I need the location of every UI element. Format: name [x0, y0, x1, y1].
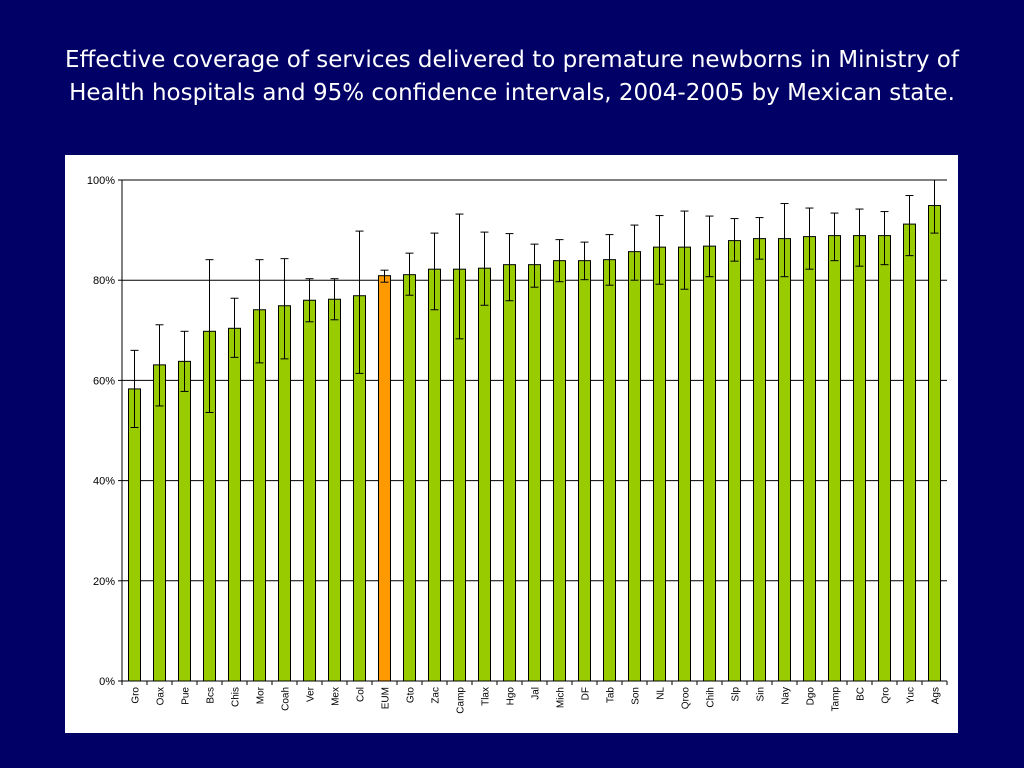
bar-df: [578, 260, 591, 682]
bar-chih: [703, 245, 716, 682]
x-tick-label-slp: Slp: [731, 687, 742, 702]
bar-pue: [178, 360, 191, 682]
slide-title: Effective coverage of services delivered…: [65, 47, 959, 106]
x-tick-label-coah: Coah: [281, 687, 292, 711]
x-tick-label-hgo: Hgo: [506, 687, 517, 706]
bar-nay: [778, 238, 791, 682]
bar-ver: [303, 299, 316, 682]
bar-tlax: [478, 267, 491, 682]
x-tick-label-gto: Gto: [406, 687, 417, 704]
bar-slp: [728, 240, 741, 682]
bar-tamp: [828, 235, 841, 682]
bar-qroo: [678, 246, 691, 682]
bar-mor: [253, 309, 266, 682]
bar-hgo: [503, 264, 516, 682]
x-tick-label-son: Son: [631, 687, 642, 705]
x-tick-label-df: DF: [581, 687, 592, 700]
x-tick-label-bc: BC: [856, 687, 867, 701]
bar-chis: [228, 327, 241, 682]
x-tick-label-pue: Pue: [181, 687, 192, 705]
bar-bc: [853, 235, 866, 682]
bar-jal: [528, 264, 541, 682]
x-tick-label-tamp: Tamp: [831, 687, 842, 712]
bar-mex: [328, 298, 341, 682]
x-tick-label-gro: Gro: [131, 687, 142, 704]
bar-chart: 0% 20% 40% 60% 80% 100% Gro Oax Pue Bcs Chis Mor Coa…: [87, 175, 948, 714]
bar-yuc: [903, 223, 916, 682]
x-tick-label-qroo: Qroo: [681, 687, 692, 710]
bar-nl: [653, 246, 666, 682]
bar-gto: [403, 274, 416, 682]
x-tick-label-sin: Sin: [756, 687, 767, 701]
x-tick-label-tlax: Tlax: [481, 687, 492, 706]
x-tick-label-ver: Ver: [306, 686, 317, 702]
x-tick-label-qro: Qro: [881, 687, 892, 704]
bar-gro: [128, 388, 141, 682]
y-tick-label: 100%: [87, 175, 115, 187]
bar-son: [628, 251, 641, 682]
y-tick-label: 60%: [93, 375, 115, 387]
x-tick-label-col: Col: [356, 687, 367, 702]
x-tick-label-oax: Oax: [156, 687, 167, 705]
bar-oax: [153, 364, 166, 682]
x-tick-label-mex: Mex: [331, 687, 342, 706]
bar-dgo: [803, 236, 816, 682]
y-tick-label: 20%: [93, 576, 115, 588]
y-tick-label: 40%: [93, 476, 115, 488]
x-tick-label-nl: NL: [656, 687, 667, 700]
x-tick-label-chih: Chih: [706, 687, 717, 708]
x-tick-label-camp: Camp: [456, 687, 467, 714]
bar-zac: [428, 268, 441, 682]
x-tick-label-mor: Mor: [256, 686, 267, 704]
chart-panel: 0% 20% 40% 60% 80% 100% Gro Oax Pue Bcs Chis Mor Coa…: [65, 155, 958, 733]
x-tick-label-dgo: Dgo: [806, 687, 817, 706]
y-tick-label: 0%: [99, 676, 115, 688]
x-tick-label-nay: Nay: [781, 687, 792, 705]
x-tick-label-eum: EUM: [381, 687, 392, 709]
x-tick-label-yuc: Yuc: [906, 687, 917, 704]
bar-tab: [603, 259, 616, 682]
x-tick-label-zac: Zac: [431, 687, 442, 704]
bar-eum: [378, 275, 391, 682]
y-tick-label: 80%: [93, 275, 115, 287]
bar-qro: [878, 235, 891, 682]
x-tick-label-tab: Tab: [606, 687, 617, 704]
x-tick-label-bcs: Bcs: [206, 687, 217, 704]
x-tick-label-jal: Jal: [531, 687, 542, 700]
x-tick-label-chis: Chis: [231, 687, 242, 707]
x-tick-label-ags: Ags: [931, 687, 942, 704]
x-tick-label-mich: Mich: [556, 687, 567, 708]
bar-mich: [553, 260, 566, 682]
bar-coah: [278, 305, 291, 682]
bar-ags: [928, 205, 941, 682]
bar-sin: [753, 238, 766, 682]
